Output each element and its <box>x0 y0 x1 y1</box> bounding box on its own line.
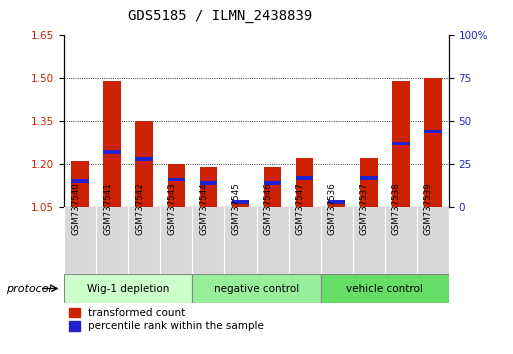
Bar <box>392 142 409 145</box>
Bar <box>417 207 449 274</box>
Text: GSM737543: GSM737543 <box>167 183 176 235</box>
Text: negative control: negative control <box>214 284 299 293</box>
Bar <box>71 161 89 207</box>
Text: GSM737547: GSM737547 <box>295 183 305 235</box>
Text: GSM737545: GSM737545 <box>231 183 241 235</box>
Bar <box>296 176 313 180</box>
Text: GSM737539: GSM737539 <box>424 183 433 235</box>
Bar <box>360 159 378 207</box>
Bar <box>321 207 353 274</box>
Bar <box>200 167 217 207</box>
Bar <box>160 207 192 274</box>
Bar <box>104 81 121 207</box>
Bar <box>128 207 160 274</box>
Bar <box>321 274 449 303</box>
Bar <box>96 207 128 274</box>
Text: GSM737537: GSM737537 <box>360 183 369 235</box>
Bar <box>392 81 409 207</box>
Bar <box>200 181 217 185</box>
Bar <box>135 157 153 161</box>
Text: GSM737544: GSM737544 <box>200 183 208 235</box>
Text: protocol: protocol <box>6 284 52 293</box>
Bar <box>385 207 417 274</box>
Text: GSM737541: GSM737541 <box>103 183 112 235</box>
Text: GSM737538: GSM737538 <box>392 183 401 235</box>
Text: GSM737542: GSM737542 <box>135 183 144 235</box>
Bar <box>64 207 96 274</box>
Bar <box>424 130 442 133</box>
Bar <box>192 207 225 274</box>
Bar <box>424 78 442 207</box>
Bar <box>64 274 192 303</box>
Text: GSM737546: GSM737546 <box>264 183 272 235</box>
Text: GDS5185 / ILMN_2438839: GDS5185 / ILMN_2438839 <box>128 9 313 23</box>
Bar <box>264 167 281 207</box>
Text: GSM737536: GSM737536 <box>328 183 337 235</box>
Bar <box>192 274 321 303</box>
Bar <box>328 200 345 204</box>
Legend: transformed count, percentile rank within the sample: transformed count, percentile rank withi… <box>69 308 264 331</box>
Bar <box>360 176 378 180</box>
Bar <box>168 178 185 182</box>
Bar <box>328 204 345 207</box>
Bar <box>296 159 313 207</box>
Text: vehicle control: vehicle control <box>346 284 423 293</box>
Bar <box>232 204 249 207</box>
Bar <box>232 200 249 204</box>
Bar <box>225 207 256 274</box>
Bar <box>104 150 121 154</box>
Bar <box>353 207 385 274</box>
Bar <box>71 179 89 183</box>
Bar <box>288 207 321 274</box>
Text: GSM737540: GSM737540 <box>71 183 80 235</box>
Bar <box>264 181 281 185</box>
Bar <box>135 121 153 207</box>
Bar <box>256 207 288 274</box>
Text: Wig-1 depletion: Wig-1 depletion <box>87 284 169 293</box>
Bar <box>168 164 185 207</box>
